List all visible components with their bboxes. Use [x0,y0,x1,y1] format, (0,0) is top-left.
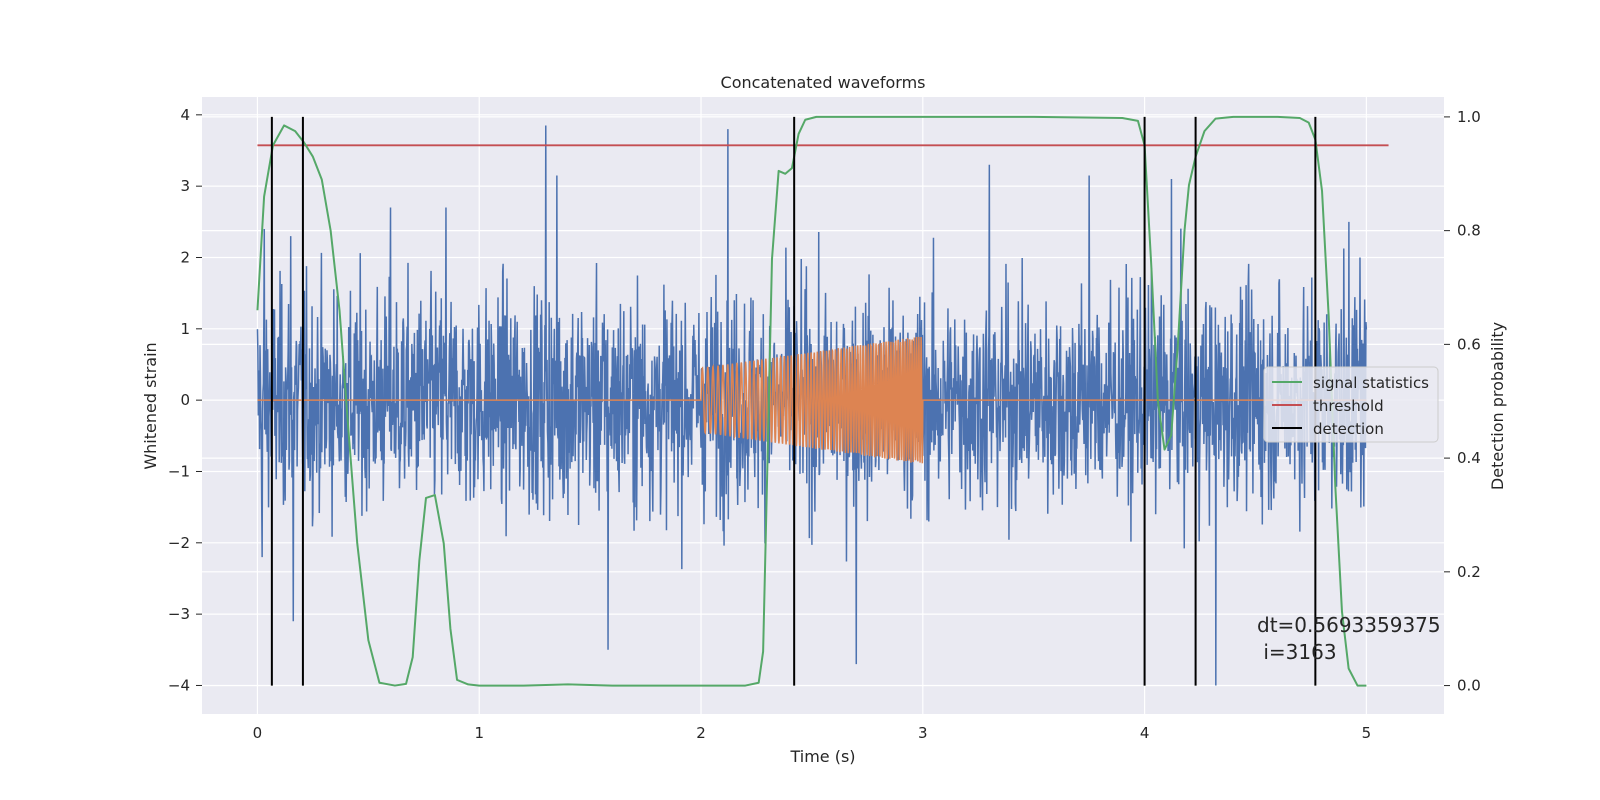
legend: signal statistics threshold detection [1263,366,1439,443]
left-y-tick-label: −3 [168,605,190,623]
chart-title: Concatenated waveforms [721,73,926,92]
legend-label-detection: detection [1313,420,1384,438]
right-y-axis-label: Detection probability [1488,322,1507,490]
series-injected-waveform [257,336,1367,464]
annotation-dt: dt=0.5693359375 [1257,613,1441,637]
x-tick-label: 0 [253,724,263,742]
x-axis: 0 1 2 3 4 5 [253,724,1371,742]
legend-item-signal-statistics: signal statistics [1272,374,1429,392]
legend-box [1263,366,1439,443]
right-y-tick-label: 0.2 [1457,563,1481,581]
x-tick-label: 1 [474,724,484,742]
series-whitened-strain [256,125,1368,686]
left-y-tick-label: 1 [180,320,190,338]
right-y-tick-label: 0.0 [1457,677,1481,695]
right-y-axis: 1.0 0.8 0.6 0.4 0.2 0.0 [1444,108,1481,695]
left-y-axis: 4 3 2 1 0 −1 −2 −3 −4 [168,106,202,694]
legend-label-signal-statistics: signal statistics [1313,374,1429,392]
legend-item-detection: detection [1272,420,1384,438]
left-y-tick-label: −1 [168,462,190,480]
series-signal-statistics [256,115,1367,687]
x-tick-label: 5 [1362,724,1372,742]
left-y-tick-label: 0 [180,391,190,409]
legend-label-threshold: threshold [1313,397,1384,415]
x-tick-label: 2 [696,724,706,742]
annotation-i: i=3163 [1257,640,1337,664]
x-axis-label: Time (s) [789,747,855,766]
legend-item-threshold: threshold [1272,397,1384,415]
detection-annotation: dt=0.5693359375 i=3163 [1257,613,1441,664]
left-y-tick-label: 3 [180,177,190,195]
right-y-tick-label: 0.8 [1457,222,1481,240]
right-y-tick-label: 1.0 [1457,108,1481,126]
right-y-tick-label: 0.6 [1457,335,1481,353]
left-y-tick-label: −2 [168,534,190,552]
left-y-tick-label: 4 [180,106,190,124]
x-tick-label: 4 [1140,724,1150,742]
left-y-tick-label: 2 [180,248,190,266]
left-y-tick-label: −4 [168,676,190,694]
left-y-axis-label: Whitened strain [141,342,160,469]
right-y-tick-label: 0.4 [1457,449,1481,467]
x-tick-label: 3 [918,724,928,742]
